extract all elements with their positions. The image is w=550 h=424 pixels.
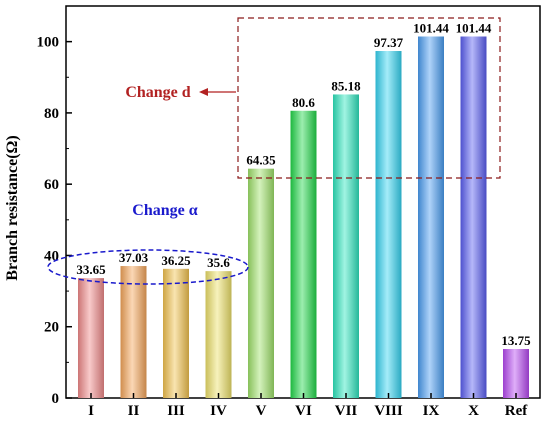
bar-Ref bbox=[503, 349, 529, 398]
bar-III bbox=[163, 268, 189, 398]
data-label-II: 37.03 bbox=[119, 250, 149, 265]
y-tick-label: 80 bbox=[44, 106, 59, 122]
y-tick-label: 100 bbox=[37, 35, 60, 51]
data-label-X: 101.44 bbox=[456, 21, 492, 36]
data-label-Ref: 13.75 bbox=[501, 333, 531, 348]
x-tick-label-I: I bbox=[88, 403, 94, 419]
change-alpha-ellipse bbox=[47, 249, 249, 285]
x-tick-label-II: II bbox=[128, 403, 140, 419]
data-label-IV: 35.6 bbox=[207, 255, 230, 270]
y-tick-label: 40 bbox=[44, 248, 59, 264]
x-tick-label-VII: VII bbox=[335, 403, 358, 419]
plot-area: 0 20 40 60 80 100 33.65 I 37.03 II 36.25 III 35.6 IV 6… bbox=[37, 5, 541, 419]
data-label-VIII: 97.37 bbox=[374, 35, 404, 50]
x-tick-label-VI: VI bbox=[295, 403, 312, 419]
data-label-VI: 80.6 bbox=[292, 95, 315, 110]
data-label-VII: 85.18 bbox=[331, 78, 361, 93]
bar-V bbox=[248, 168, 274, 398]
change-d-label: Change d bbox=[125, 84, 190, 101]
data-label-III: 36.25 bbox=[161, 253, 191, 268]
y-tick-label: 0 bbox=[52, 391, 60, 407]
bar-IX bbox=[418, 36, 444, 398]
data-label-V: 64.35 bbox=[246, 153, 276, 168]
bar-X bbox=[460, 36, 487, 398]
x-tick-label-X: X bbox=[468, 403, 479, 419]
x-tick-label-III: III bbox=[167, 403, 185, 419]
x-tick-label-V: V bbox=[256, 403, 267, 419]
bar-IV bbox=[205, 271, 232, 398]
x-tick-label-IV: IV bbox=[210, 403, 227, 419]
data-label-I: 33.65 bbox=[76, 262, 106, 277]
y-axis-title: Branch resistance(Ω) bbox=[4, 135, 21, 280]
x-tick-label-Ref: Ref bbox=[505, 403, 528, 419]
y-tick-label: 20 bbox=[44, 320, 59, 336]
data-label-IX: 101.44 bbox=[413, 21, 449, 36]
bar-VI bbox=[290, 110, 317, 399]
change-d-box bbox=[237, 17, 501, 179]
y-tick-label: 60 bbox=[44, 177, 59, 193]
bar-VIII bbox=[375, 51, 402, 398]
bar-VII bbox=[333, 94, 359, 398]
bar-II bbox=[120, 266, 147, 398]
x-tick-label-IX: IX bbox=[423, 403, 440, 419]
change-alpha-label: Change α bbox=[132, 202, 197, 219]
x-tick-label-VIII: VIII bbox=[374, 403, 403, 419]
bar-I bbox=[78, 278, 104, 398]
change-d-arrowhead bbox=[199, 88, 208, 96]
